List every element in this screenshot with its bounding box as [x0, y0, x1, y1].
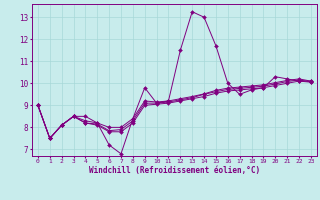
- X-axis label: Windchill (Refroidissement éolien,°C): Windchill (Refroidissement éolien,°C): [89, 166, 260, 175]
